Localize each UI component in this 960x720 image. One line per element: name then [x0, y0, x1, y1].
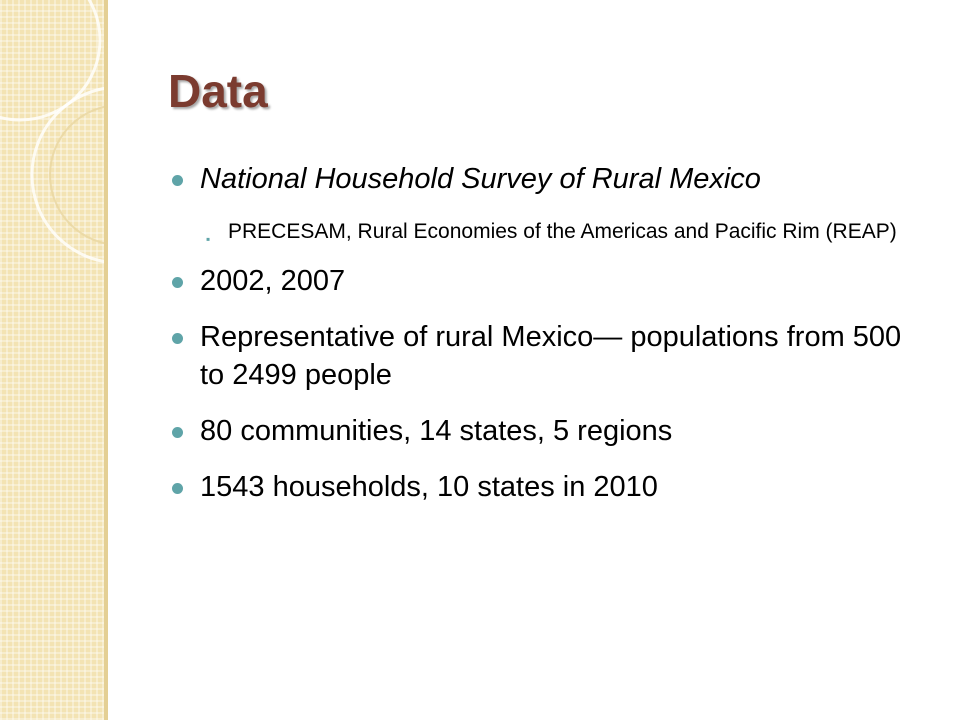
bullet-dot-icon [172, 427, 183, 438]
bullet-text: 1543 households, 10 states in 2010 [200, 471, 658, 503]
bullet-dot-icon [172, 175, 183, 186]
decorative-rings-icon [0, 0, 108, 264]
bullet-list: National Household Survey of Rural Mexic… [172, 160, 932, 524]
bullet-dot-icon [172, 277, 183, 288]
bullet-dot-icon [172, 333, 183, 344]
slide-title: Data [168, 65, 268, 117]
bullet-text: 2002, 2007 [200, 265, 346, 297]
sub-bullet-text: PRECESAM, Rural Economies of the America… [228, 220, 897, 243]
bullet-dot-icon [172, 483, 183, 494]
sub-bullet-item: ▪ PRECESAM, Rural Economies of the Ameri… [200, 216, 932, 248]
decorative-side-band [0, 0, 108, 720]
bullet-text: 80 communities, 14 states, 5 regions [200, 415, 673, 447]
bullet-item: 80 communities, 14 states, 5 regions [172, 412, 932, 450]
bullet-item: 1543 households, 10 states in 2010 [172, 468, 932, 506]
bullet-item: Representative of rural Mexico— populati… [172, 318, 932, 394]
sub-bullet-icon: ▪ [206, 232, 211, 246]
side-band-edge [104, 0, 108, 720]
bullet-item: National Household Survey of Rural Mexic… [172, 160, 932, 198]
bullet-text: National Household Survey of Rural Mexic… [200, 163, 761, 195]
bullet-item: 2002, 2007 [172, 262, 932, 300]
bullet-text: Representative of rural Mexico— populati… [200, 321, 902, 391]
